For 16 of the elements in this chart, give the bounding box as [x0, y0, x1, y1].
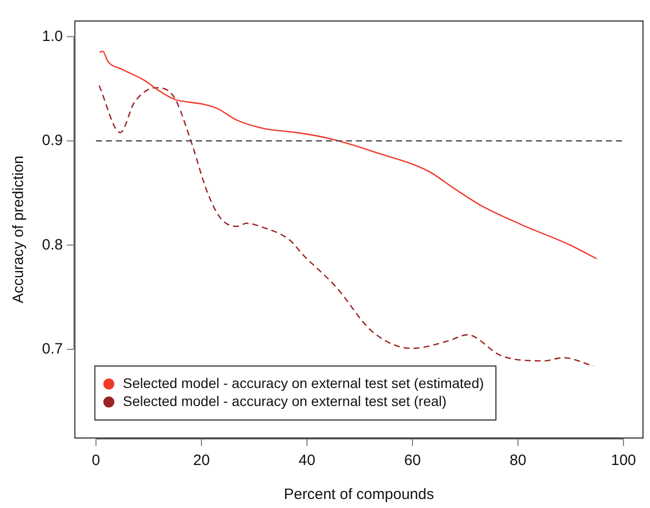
line-series — [98, 84, 594, 367]
y-tick-label: 1.0 — [42, 28, 63, 45]
x-tick-label: 100 — [610, 452, 636, 470]
x-tick-label: 0 — [92, 452, 100, 470]
x-tick-label: 80 — [510, 452, 526, 470]
legend-label: Selected model - accuracy on external test set (real) — [122, 392, 447, 409]
y-axis-title: Accuracy of prediction — [10, 156, 28, 304]
x-tick-label: 60 — [404, 452, 421, 470]
legend-label: Selected model - accuracy on external test set (estimated) — [122, 374, 484, 391]
y-tick-label: 0.7 — [42, 340, 63, 358]
x-axis-title: Percent of compounds — [284, 486, 434, 504]
x-tick-label: 20 — [193, 452, 210, 470]
y-tick-label: 0.8 — [42, 236, 63, 254]
y-tick-label: 0.9 — [42, 132, 63, 150]
x-tick-label: 40 — [298, 452, 316, 470]
line-series — [98, 50, 598, 260]
